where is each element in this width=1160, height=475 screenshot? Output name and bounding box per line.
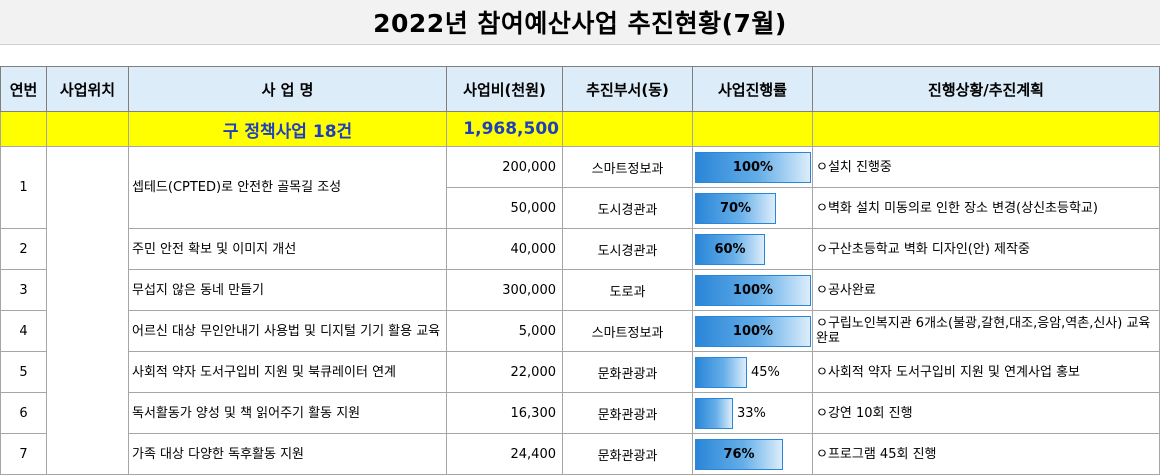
dept-cell[interactable]: 도로과 bbox=[562, 269, 693, 311]
sheet-title: 2022년 참여예산사업 추진현황(7월) bbox=[0, 0, 1160, 45]
status-cell[interactable]: ㅇ설치 진행중 bbox=[812, 146, 1160, 188]
progress-bar: 70% bbox=[695, 192, 811, 224]
dept-cell[interactable]: 문화관광과 bbox=[562, 392, 693, 434]
dept-cell[interactable]: 도시경관과 bbox=[562, 187, 693, 229]
table-row: 1 셉테드(CPTED)로 안전한 골목길 조성 200,000 스마트정보과 … bbox=[0, 146, 1160, 475]
progress-table: 연번 사업위치 사 업 명 사업비(천원) 추진부서(동) 사업진행률 진행상황… bbox=[0, 66, 1160, 475]
row-number[interactable]: 1 bbox=[0, 146, 47, 229]
budget-cell[interactable]: 50,000 bbox=[446, 187, 563, 229]
dept-cell[interactable]: 스마트정보과 bbox=[562, 146, 693, 188]
progress-fill bbox=[695, 151, 811, 183]
project-name[interactable]: 주민 안전 확보 및 이미지 개선 bbox=[128, 228, 447, 270]
status-cell[interactable]: ㅇ공사완료 bbox=[812, 269, 1160, 311]
progress-fill bbox=[695, 315, 811, 347]
progress-bar: 76% bbox=[695, 438, 811, 470]
progress-label: 45% bbox=[751, 364, 780, 380]
summary-row: 구 정책사업 18건 1,968,500 bbox=[0, 111, 1160, 147]
summary-cell[interactable] bbox=[692, 111, 813, 147]
progress-cell[interactable]: 33% bbox=[692, 392, 813, 434]
progress-bar: 33% bbox=[695, 397, 811, 429]
progress-label: 60% bbox=[714, 241, 746, 257]
summary-cell[interactable] bbox=[562, 111, 693, 147]
progress-cell[interactable]: 60% bbox=[692, 228, 813, 270]
progress-bar: 45% bbox=[695, 356, 811, 388]
table-row: 2 주민 안전 확보 및 이미지 개선 40,000 도시경관과 60% ㅇ구산… bbox=[0, 228, 1160, 270]
progress-label: 70% bbox=[719, 200, 752, 216]
budget-cell[interactable]: 5,000 bbox=[446, 310, 563, 352]
budget-cell[interactable]: 200,000 bbox=[446, 146, 563, 188]
project-name[interactable]: 사회적 약자 도서구입비 지원 및 북큐레이터 연계 bbox=[128, 351, 447, 393]
progress-label: 100% bbox=[732, 282, 774, 298]
progress-bar: 60% bbox=[695, 233, 811, 265]
status-cell[interactable]: ㅇ벽화 설치 미동의로 인한 장소 변경(상신초등학교) bbox=[812, 187, 1160, 229]
summary-total[interactable]: 1,968,500 bbox=[446, 111, 563, 147]
header-row: 연번 사업위치 사 업 명 사업비(천원) 추진부서(동) 사업진행률 진행상황… bbox=[0, 66, 1160, 112]
progress-fill bbox=[695, 397, 733, 429]
summary-cell[interactable] bbox=[0, 111, 47, 147]
progress-cell[interactable]: 76% bbox=[692, 433, 813, 475]
progress-cell[interactable]: 70% bbox=[692, 187, 813, 229]
status-cell[interactable]: ㅇ구립노인복지관 6개소(불광,갈현,대조,응암,역촌,신사) 교육완료 bbox=[812, 310, 1160, 352]
summary-label[interactable]: 구 정책사업 18건 bbox=[128, 111, 447, 147]
budget-cell[interactable]: 16,300 bbox=[446, 392, 563, 434]
progress-label: 76% bbox=[723, 446, 755, 462]
project-name[interactable]: 셉테드(CPTED)로 안전한 골목길 조성 bbox=[128, 146, 447, 229]
progress-cell[interactable]: 45% bbox=[692, 351, 813, 393]
row-number[interactable]: 6 bbox=[0, 392, 47, 434]
budget-cell[interactable]: 40,000 bbox=[446, 228, 563, 270]
row-number[interactable]: 2 bbox=[0, 228, 47, 270]
project-name[interactable]: 독서활동가 양성 및 책 읽어주기 활동 지원 bbox=[128, 392, 447, 434]
budget-cell[interactable]: 24,400 bbox=[446, 433, 563, 475]
summary-cell[interactable] bbox=[812, 111, 1160, 147]
header-budget[interactable]: 사업비(천원) bbox=[446, 66, 563, 112]
header-location[interactable]: 사업위치 bbox=[46, 66, 129, 112]
status-cell[interactable]: ㅇ프로그램 45회 진행 bbox=[812, 433, 1160, 475]
progress-fill bbox=[695, 274, 811, 306]
progress-cell[interactable]: 100% bbox=[692, 146, 813, 188]
progress-cell[interactable]: 100% bbox=[692, 310, 813, 352]
row-number[interactable]: 7 bbox=[0, 433, 47, 475]
progress-label: 100% bbox=[732, 159, 774, 175]
progress-fill bbox=[695, 233, 765, 265]
spacer-row bbox=[0, 45, 1160, 67]
header-status[interactable]: 진행상황/추진계획 bbox=[812, 66, 1160, 112]
progress-bar: 100% bbox=[695, 315, 811, 347]
progress-cell[interactable]: 100% bbox=[692, 269, 813, 311]
dept-cell[interactable]: 문화관광과 bbox=[562, 351, 693, 393]
progress-bar: 100% bbox=[695, 151, 811, 183]
dept-cell[interactable]: 문화관광과 bbox=[562, 433, 693, 475]
status-cell[interactable]: ㅇ사회적 약자 도서구입비 지원 및 연계사업 홍보 bbox=[812, 351, 1160, 393]
progress-fill bbox=[695, 192, 776, 224]
header-name[interactable]: 사 업 명 bbox=[128, 66, 447, 112]
row-number[interactable]: 4 bbox=[0, 310, 47, 352]
table-row: 3 무섭지 않은 동네 만들기 300,000 도로과 100% ㅇ공사완료 bbox=[0, 269, 1160, 311]
budget-cell[interactable]: 300,000 bbox=[446, 269, 563, 311]
project-name[interactable]: 무섭지 않은 동네 만들기 bbox=[128, 269, 447, 311]
progress-fill bbox=[695, 356, 747, 388]
dept-cell[interactable]: 도시경관과 bbox=[562, 228, 693, 270]
status-cell[interactable]: ㅇ구산초등학교 벽화 디자인(안) 제작중 bbox=[812, 228, 1160, 270]
row-number[interactable]: 3 bbox=[0, 269, 47, 311]
progress-label: 33% bbox=[737, 405, 766, 421]
table-row: 7 가족 대상 다양한 독후활동 지원 24,400 문화관광과 76% ㅇ프로… bbox=[0, 433, 1160, 475]
location-cell[interactable] bbox=[46, 146, 129, 475]
header-dept[interactable]: 추진부서(동) bbox=[562, 66, 693, 112]
dept-cell[interactable]: 스마트정보과 bbox=[562, 310, 693, 352]
table-row: 6 독서활동가 양성 및 책 읽어주기 활동 지원 16,300 문화관광과 3… bbox=[0, 392, 1160, 434]
budget-cell[interactable]: 22,000 bbox=[446, 351, 563, 393]
header-progress[interactable]: 사업진행률 bbox=[692, 66, 813, 112]
project-name[interactable]: 어르신 대상 무인안내기 사용법 및 디지털 기기 활용 교육 bbox=[128, 310, 447, 352]
progress-label: 100% bbox=[732, 323, 774, 339]
project-name[interactable]: 가족 대상 다양한 독후활동 지원 bbox=[128, 433, 447, 475]
progress-bar: 100% bbox=[695, 274, 811, 306]
header-no[interactable]: 연번 bbox=[0, 66, 47, 112]
table-row: 5 사회적 약자 도서구입비 지원 및 북큐레이터 연계 22,000 문화관광… bbox=[0, 351, 1160, 393]
summary-cell[interactable] bbox=[46, 111, 129, 147]
row-number[interactable]: 5 bbox=[0, 351, 47, 393]
status-cell[interactable]: ㅇ강연 10회 진행 bbox=[812, 392, 1160, 434]
table-row: 4 어르신 대상 무인안내기 사용법 및 디지털 기기 활용 교육 5,000 … bbox=[0, 310, 1160, 352]
